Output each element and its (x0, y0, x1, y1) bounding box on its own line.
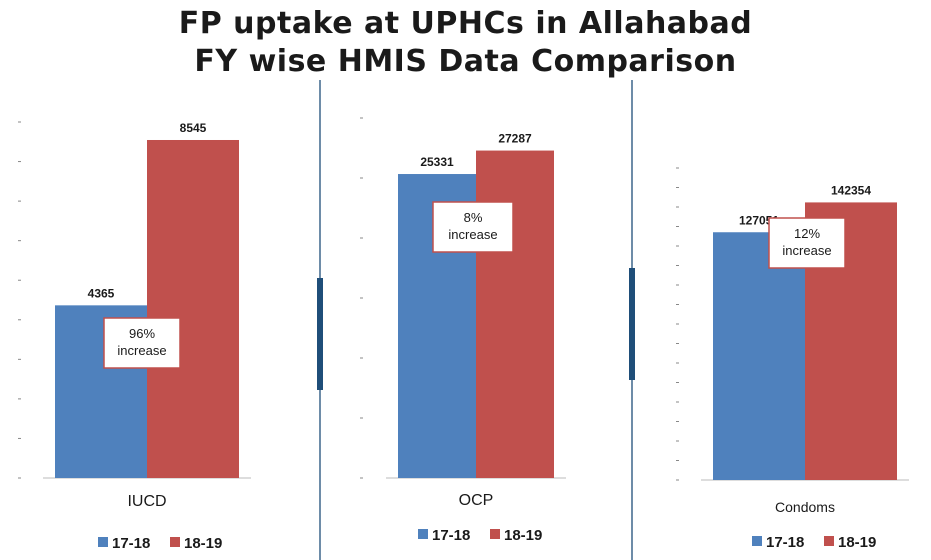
increase-annotation-box (103, 317, 181, 369)
legend-swatch-17-18 (418, 529, 428, 539)
increase-annotation-text: increase (782, 243, 831, 258)
increase-annotation-text: increase (117, 343, 166, 358)
data-label-18-19: 142354 (831, 183, 871, 197)
bar-18-19 (147, 139, 239, 478)
category-label: OCP (459, 492, 494, 509)
increase-annotation-text: 12% (794, 226, 820, 241)
legend-label-18-19: 18-19 (504, 527, 542, 544)
legend-label-17-18: 17-18 (766, 534, 804, 551)
legend-swatch-17-18 (752, 536, 762, 546)
increase-annotation-box (768, 217, 846, 269)
increase-annotation-text: 8% (464, 210, 483, 225)
bar-18-19 (476, 150, 554, 478)
legend-label-18-19: 18-19 (838, 534, 876, 551)
chart-title-line1: FP uptake at UPHCs in Allahabad (178, 6, 753, 41)
divider-handle (629, 268, 635, 380)
increase-annotation-text: 96% (129, 326, 155, 341)
legend-swatch-17-18 (98, 537, 108, 547)
increase-annotation-box (432, 201, 514, 253)
legend-label-17-18: 17-18 (112, 535, 150, 552)
legend-swatch-18-19 (490, 529, 500, 539)
increase-annotation-text: increase (448, 227, 497, 242)
data-label-17-18: 25331 (420, 155, 454, 169)
chart-title-line2: FY wise HMIS Data Comparison (194, 44, 737, 79)
legend-label-18-19: 18-19 (184, 535, 222, 552)
legend-label-17-18: 17-18 (432, 527, 470, 544)
category-label: IUCD (127, 493, 166, 510)
divider-handle (317, 278, 323, 390)
data-label-17-18: 4365 (88, 286, 115, 300)
data-label-18-19: 27287 (498, 132, 532, 146)
legend-swatch-18-19 (824, 536, 834, 546)
bar-17-18 (713, 232, 805, 480)
chart-panel-iucd: 4365 8545 96% increase IUCD 17-18 18-19 (18, 121, 251, 552)
category-label: Condoms (775, 499, 835, 515)
legend-swatch-18-19 (170, 537, 180, 547)
chart-panel-ocp: 25331 27287 8% increase OCP 17-18 18-19 (360, 117, 566, 544)
data-label-18-19: 8545 (180, 121, 207, 135)
